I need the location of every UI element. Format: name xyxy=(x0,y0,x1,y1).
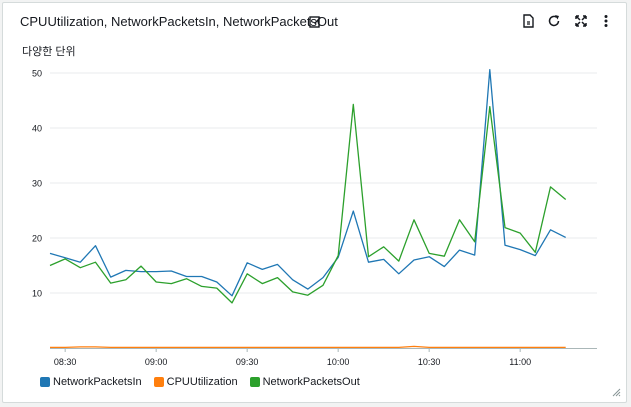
legend-swatch-cpuutilization xyxy=(153,377,164,387)
x-tick-label: 08:30 xyxy=(54,357,77,367)
line-chart: 10 20 30 40 50 08:30 09:00 09:30 10:00 10:30 11:00 xyxy=(32,69,597,367)
legend-item-networkpacketsout[interactable]: NetworkPacketsOut xyxy=(249,376,360,388)
legend-swatch-networkpacketsout xyxy=(249,377,260,387)
y-tick-label: 20 xyxy=(32,234,42,244)
legend-item-cpuutilization[interactable]: CPUUtilization xyxy=(153,376,238,388)
y-axis-unit-label: 다양한 단위 xyxy=(22,46,76,58)
y-tick-label: 30 xyxy=(32,179,42,189)
y-tick-label: 40 xyxy=(32,124,42,134)
x-tick-label: 10:30 xyxy=(418,357,441,367)
chart-legend: NetworkPacketsIn CPUUtilization NetworkP… xyxy=(40,376,360,388)
x-tick-label: 09:00 xyxy=(145,357,168,367)
resize-handle-icon[interactable] xyxy=(612,388,621,397)
edit-icon[interactable] xyxy=(309,15,322,28)
x-tick-label: 10:00 xyxy=(327,357,350,367)
expand-icon[interactable] xyxy=(574,14,588,28)
series-line-networkpacketsout xyxy=(49,103,567,304)
refresh-icon[interactable] xyxy=(547,14,561,28)
legend-label-cpuutilization: CPUUtilization xyxy=(166,376,238,388)
more-vertical-icon[interactable] xyxy=(599,14,613,28)
series-line-cpuutilization xyxy=(50,345,566,349)
legend-label-networkpacketsin: NetworkPacketsIn xyxy=(53,376,142,388)
y-tick-label: 10 xyxy=(32,289,42,299)
y-tick-label: 50 xyxy=(32,69,42,79)
metric-widget: CPUUtilization, NetworkPacketsIn, Networ… xyxy=(2,2,627,403)
legend-label-networkpacketsout: NetworkPacketsOut xyxy=(262,376,360,388)
legend-item-networkpacketsin[interactable]: NetworkPacketsIn xyxy=(40,376,142,388)
document-icon[interactable] xyxy=(521,14,535,28)
x-tick-label: 11:00 xyxy=(509,357,531,367)
x-tick-label: 09:30 xyxy=(236,357,259,367)
widget-title: CPUUtilization, NetworkPacketsIn, Networ… xyxy=(20,14,338,29)
legend-swatch-networkpacketsin xyxy=(40,377,50,387)
